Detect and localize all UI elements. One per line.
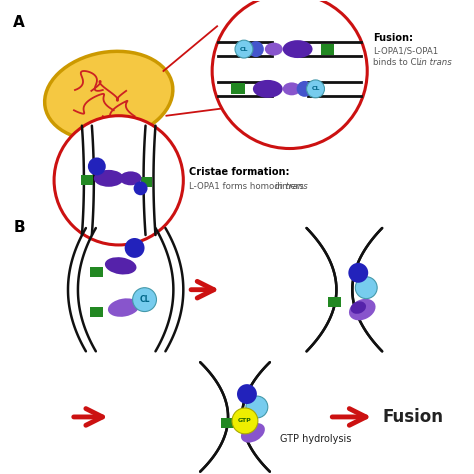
Text: in trans: in trans bbox=[419, 58, 452, 67]
Circle shape bbox=[134, 182, 147, 195]
Ellipse shape bbox=[94, 170, 124, 187]
Circle shape bbox=[246, 396, 268, 418]
Ellipse shape bbox=[108, 298, 139, 317]
Text: CL: CL bbox=[139, 295, 150, 304]
Ellipse shape bbox=[351, 301, 366, 314]
Ellipse shape bbox=[120, 172, 142, 185]
Ellipse shape bbox=[105, 257, 137, 274]
Circle shape bbox=[235, 40, 253, 58]
Circle shape bbox=[248, 41, 264, 57]
Text: GTP: GTP bbox=[238, 419, 252, 423]
Text: Cristae formation:: Cristae formation: bbox=[189, 167, 290, 177]
Circle shape bbox=[133, 288, 156, 311]
Circle shape bbox=[88, 157, 106, 175]
Circle shape bbox=[356, 277, 377, 299]
Circle shape bbox=[212, 0, 367, 148]
Circle shape bbox=[237, 384, 257, 404]
Text: in trans: in trans bbox=[275, 182, 308, 191]
Text: GTP hydrolysis: GTP hydrolysis bbox=[280, 434, 351, 444]
Circle shape bbox=[232, 408, 258, 434]
Text: binds to CL: binds to CL bbox=[373, 58, 424, 67]
Bar bbox=[141, 177, 153, 187]
Circle shape bbox=[307, 80, 325, 98]
Ellipse shape bbox=[241, 423, 265, 443]
Bar bbox=[81, 175, 93, 185]
Circle shape bbox=[297, 81, 312, 97]
Ellipse shape bbox=[283, 40, 312, 58]
Text: B: B bbox=[13, 220, 25, 235]
Circle shape bbox=[348, 263, 368, 283]
Text: Fusion:: Fusion: bbox=[373, 33, 413, 43]
Ellipse shape bbox=[265, 43, 283, 55]
Bar bbox=[91, 307, 103, 317]
Bar bbox=[328, 297, 341, 307]
Bar bbox=[231, 83, 245, 94]
Ellipse shape bbox=[45, 51, 173, 140]
Text: Fusion: Fusion bbox=[382, 408, 443, 426]
Circle shape bbox=[54, 116, 183, 245]
Ellipse shape bbox=[253, 80, 283, 98]
Circle shape bbox=[125, 238, 145, 258]
Text: A: A bbox=[13, 15, 25, 30]
Bar bbox=[91, 267, 103, 277]
Text: L-OPA1/S-OPA1: L-OPA1/S-OPA1 bbox=[373, 46, 438, 55]
Text: CL: CL bbox=[240, 46, 248, 52]
Ellipse shape bbox=[349, 299, 375, 320]
Text: L-OPA1 forms homodimers: L-OPA1 forms homodimers bbox=[189, 182, 307, 191]
Bar bbox=[320, 44, 335, 55]
Ellipse shape bbox=[283, 82, 301, 95]
Bar bbox=[220, 418, 234, 428]
Text: CL: CL bbox=[311, 86, 320, 91]
